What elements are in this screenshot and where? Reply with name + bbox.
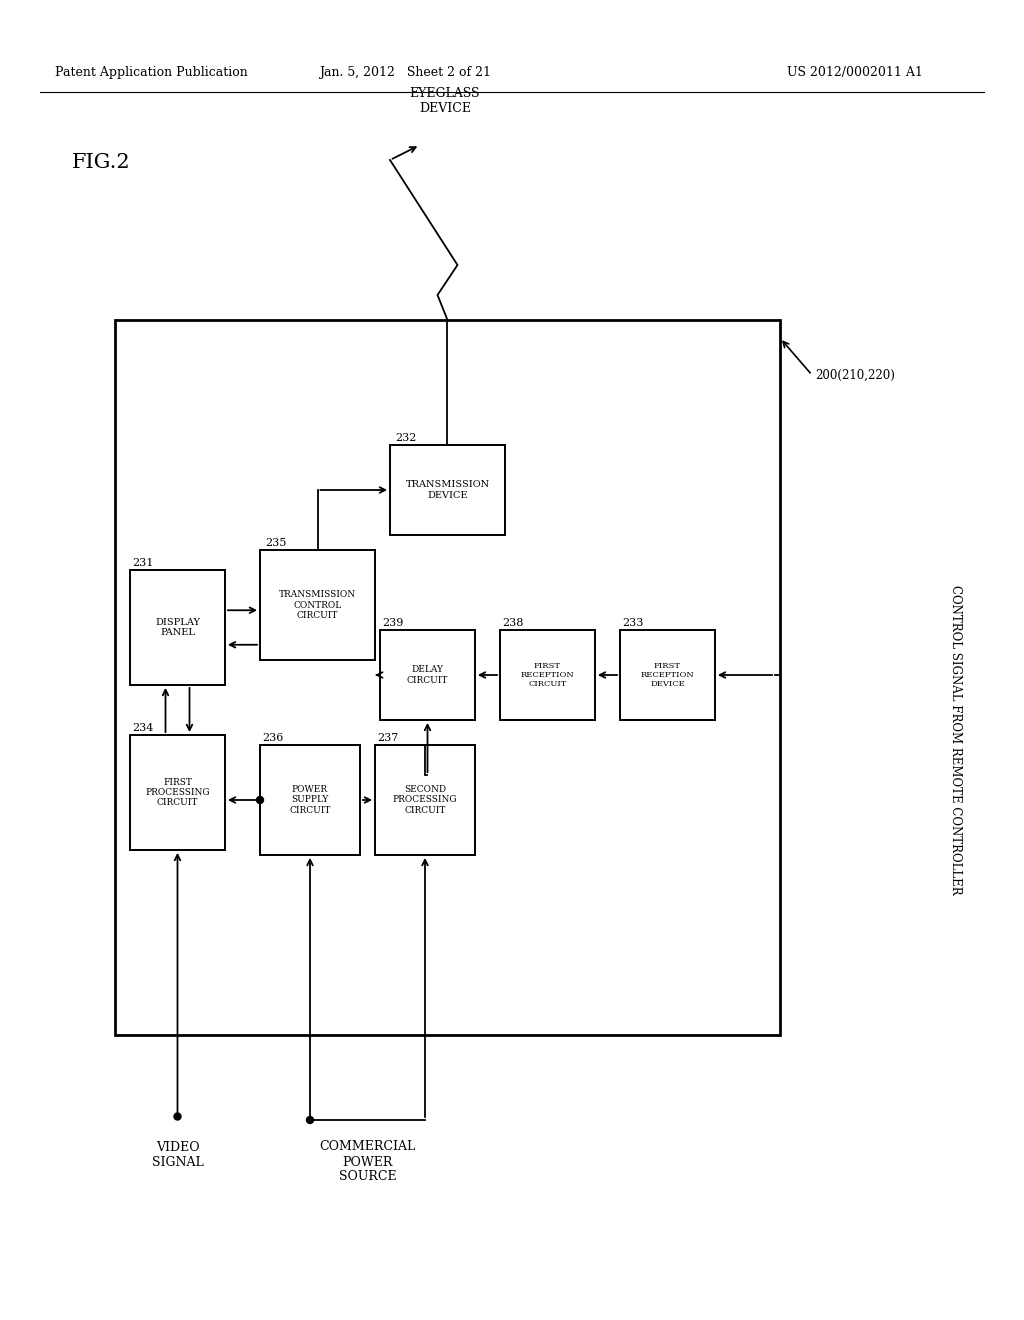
Text: FIRST
RECEPTION
DEVICE: FIRST RECEPTION DEVICE: [641, 661, 694, 688]
Text: 238: 238: [502, 618, 523, 628]
Bar: [380, 630, 475, 719]
Bar: [260, 550, 375, 660]
Text: 239: 239: [382, 618, 403, 628]
Bar: [115, 319, 780, 1035]
Text: FIRST
RECEPTION
CIRCUIT: FIRST RECEPTION CIRCUIT: [520, 661, 574, 688]
Text: Jan. 5, 2012   Sheet 2 of 21: Jan. 5, 2012 Sheet 2 of 21: [319, 66, 490, 78]
Text: TRANSMISSION
DEVICE: TRANSMISSION DEVICE: [406, 480, 489, 500]
Text: US 2012/0002011 A1: US 2012/0002011 A1: [787, 66, 923, 78]
Text: 231: 231: [132, 558, 154, 568]
Bar: [620, 630, 715, 719]
Text: 200(210,220): 200(210,220): [815, 368, 895, 381]
Text: Patent Application Publication: Patent Application Publication: [55, 66, 248, 78]
Text: CONTROL SIGNAL FROM REMOTE CONTROLLER: CONTROL SIGNAL FROM REMOTE CONTROLLER: [948, 585, 962, 895]
Bar: [375, 744, 475, 855]
Text: VIDEO
SIGNAL: VIDEO SIGNAL: [152, 1140, 204, 1170]
Text: SECOND
PROCESSING
CIRCUIT: SECOND PROCESSING CIRCUIT: [392, 785, 458, 814]
Text: DELAY
CIRCUIT: DELAY CIRCUIT: [407, 665, 449, 685]
Circle shape: [256, 796, 263, 804]
Text: POWER
SUPPLY
CIRCUIT: POWER SUPPLY CIRCUIT: [290, 785, 331, 814]
Bar: [130, 570, 225, 685]
Text: FIG.2: FIG.2: [72, 153, 131, 172]
Text: 233: 233: [622, 618, 643, 628]
Bar: [130, 735, 225, 850]
Circle shape: [306, 1117, 313, 1123]
Circle shape: [174, 1113, 181, 1119]
Text: TRANSMISSION
CONTROL
CIRCUIT: TRANSMISSION CONTROL CIRCUIT: [279, 590, 356, 620]
Text: COMMERCIAL
POWER
SOURCE: COMMERCIAL POWER SOURCE: [319, 1140, 416, 1184]
Text: EYEGLASS
DEVICE: EYEGLASS DEVICE: [410, 87, 480, 115]
Text: FIRST
PROCESSING
CIRCUIT: FIRST PROCESSING CIRCUIT: [145, 777, 210, 808]
Bar: [500, 630, 595, 719]
Text: 235: 235: [265, 539, 287, 548]
Text: DISPLAY
PANEL: DISPLAY PANEL: [155, 618, 200, 638]
Bar: [260, 744, 360, 855]
Text: 232: 232: [395, 433, 417, 444]
Text: 237: 237: [377, 733, 398, 743]
Text: 234: 234: [132, 723, 154, 733]
Bar: [390, 445, 505, 535]
Text: 236: 236: [262, 733, 284, 743]
